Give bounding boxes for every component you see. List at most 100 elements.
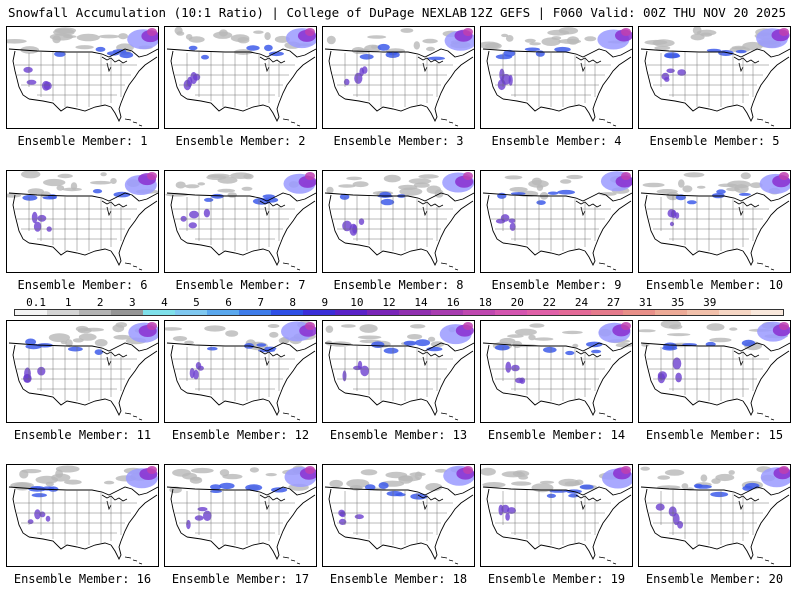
colorbar-cell	[687, 310, 719, 315]
member-label: Ensemble Member: 11	[13, 428, 152, 442]
member-map	[165, 171, 316, 272]
member-map	[7, 321, 158, 422]
member-label: Ensemble Member: 3	[333, 134, 464, 148]
colorbar-tick-label: 3	[128, 296, 136, 309]
member-panel	[480, 26, 633, 129]
member-label: Ensemble Member: 15	[645, 428, 784, 442]
member-label: Ensemble Member: 10	[645, 278, 784, 292]
member-label: Ensemble Member: 5	[649, 134, 780, 148]
colorbar-cell	[175, 310, 207, 315]
colorbar-tick-label: 9	[321, 296, 329, 309]
colorbar-cell	[591, 310, 623, 315]
colorbar-cell	[495, 310, 527, 315]
member-label: Ensemble Member: 20	[645, 572, 784, 586]
member-label: Ensemble Member: 13	[329, 428, 468, 442]
member-label: Ensemble Member: 12	[171, 428, 310, 442]
colorbar-cell	[719, 310, 751, 315]
colorbar-cell	[239, 310, 271, 315]
colorbar-tick-label: 27	[606, 296, 621, 309]
colorbar-tick-label: 35	[671, 296, 685, 309]
colorbar-cell	[655, 310, 687, 315]
member-map	[165, 465, 316, 566]
colorbar: 0.1 1 2 3 4 5 6 7 8 9 10 12 14 16 18 20 22 24 27 31 35 39	[14, 297, 784, 319]
colorbar-cell	[143, 310, 175, 315]
colorbar-cell	[527, 310, 559, 315]
member-map	[7, 171, 158, 272]
member-panel	[164, 320, 317, 423]
member-panel	[322, 464, 475, 567]
colorbar-tick-label: 4	[161, 296, 168, 309]
member-panel	[638, 320, 791, 423]
colorbar-cell	[751, 310, 783, 315]
member-panel	[164, 170, 317, 273]
colorbar-cell	[111, 310, 143, 315]
colorbar-tick-label: 10	[350, 296, 364, 309]
colorbar-tick-label: 39	[703, 296, 717, 309]
member-panel	[6, 320, 159, 423]
member-map	[481, 171, 632, 272]
colorbar-cell	[79, 310, 111, 315]
member-label: Ensemble Member: 18	[329, 572, 468, 586]
member-map	[639, 321, 790, 422]
member-map	[7, 465, 158, 566]
member-map	[7, 27, 158, 128]
colorbar-cell	[303, 310, 335, 315]
member-panel	[638, 464, 791, 567]
member-panel	[480, 464, 633, 567]
colorbar-cell	[207, 310, 239, 315]
colorbar-cell	[399, 310, 431, 315]
member-panel	[164, 464, 317, 567]
member-label: Ensemble Member: 6	[17, 278, 148, 292]
run-valid-time: 12Z GEFS | F060 Valid: 00Z THU NOV 20 20…	[469, 5, 786, 20]
chart-title: Snowfall Accumulation (10:1 Ratio) | Col…	[8, 5, 468, 20]
member-map	[323, 465, 474, 566]
member-panel	[322, 320, 475, 423]
member-label: Ensemble Member: 8	[333, 278, 464, 292]
colorbar-cell	[335, 310, 367, 315]
member-label: Ensemble Member: 19	[487, 572, 626, 586]
member-map	[481, 27, 632, 128]
colorbar-tick-label: 12	[382, 296, 396, 309]
member-panel	[6, 464, 159, 567]
member-panel	[480, 320, 633, 423]
member-map	[165, 27, 316, 128]
member-label: Ensemble Member: 9	[491, 278, 622, 292]
colorbar-tick-label: 6	[225, 296, 232, 309]
member-label: Ensemble Member: 7	[175, 278, 306, 292]
member-map	[323, 321, 474, 422]
member-map	[639, 171, 790, 272]
member-panel	[638, 170, 791, 273]
member-map	[323, 27, 474, 128]
colorbar-tick-label: 20	[510, 296, 524, 309]
colorbar-tick-label: 7	[257, 296, 264, 309]
member-label: Ensemble Member: 17	[171, 572, 310, 586]
colorbar-tick-label: 14	[414, 296, 428, 309]
member-panel	[164, 26, 317, 129]
colorbar-tick-label: 1	[64, 296, 72, 309]
colorbar-tick-label: 18	[478, 296, 492, 309]
colorbar-labels: 0.1 1 2 3 4 5 6 7 8 9 10 12 14 16 18 20 22 24 27 31 35 39	[14, 297, 784, 309]
colorbar-tick-label: 5	[193, 296, 200, 309]
member-panel	[480, 170, 633, 273]
colorbar-cell	[271, 310, 303, 315]
member-panel	[6, 26, 159, 129]
member-map	[323, 171, 474, 272]
colorbar-cell	[463, 310, 495, 315]
member-map	[639, 27, 790, 128]
member-label: Ensemble Member: 16	[13, 572, 152, 586]
colorbar-cells	[14, 309, 784, 316]
member-label: Ensemble Member: 4	[491, 134, 622, 148]
member-label: Ensemble Member: 2	[175, 134, 306, 148]
colorbar-cell	[623, 310, 655, 315]
member-label: Ensemble Member: 14	[487, 428, 626, 442]
member-map	[165, 321, 316, 422]
colorbar-cell	[47, 310, 79, 315]
member-label: Ensemble Member: 1	[17, 134, 148, 148]
colorbar-cell	[431, 310, 463, 315]
colorbar-tick-label: 2	[96, 296, 104, 309]
member-panel	[322, 170, 475, 273]
colorbar-cell	[559, 310, 591, 315]
colorbar-tick-label: 0.1	[26, 296, 46, 309]
colorbar-tick-label: 24	[574, 296, 589, 309]
member-panel	[6, 170, 159, 273]
